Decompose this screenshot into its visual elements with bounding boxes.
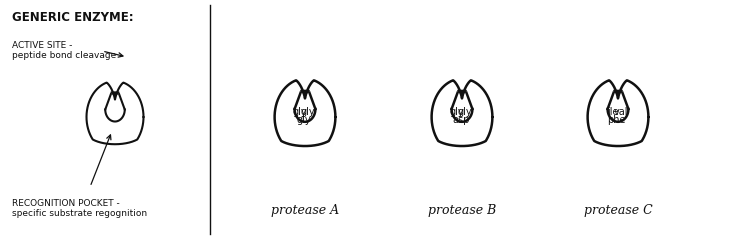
- Text: GENERIC ENZYME:: GENERIC ENZYME:: [12, 11, 133, 24]
- Polygon shape: [614, 90, 622, 95]
- Text: gly: gly: [296, 115, 311, 125]
- Text: asp: asp: [452, 115, 470, 125]
- Text: protease A: protease A: [271, 204, 339, 217]
- Text: protease B: protease B: [428, 204, 496, 217]
- Text: RECOGNITION POCKET -
specific substrate regognition: RECOGNITION POCKET - specific substrate …: [12, 199, 147, 218]
- Text: ile: ile: [607, 107, 618, 116]
- Text: phe: phe: [608, 115, 626, 125]
- Text: gly: gly: [449, 107, 464, 116]
- Text: gly: gly: [300, 107, 315, 116]
- Text: protease C: protease C: [584, 204, 652, 217]
- Text: val: val: [614, 107, 628, 116]
- Polygon shape: [458, 90, 466, 95]
- Polygon shape: [111, 92, 119, 96]
- Text: gly: gly: [292, 107, 307, 116]
- Text: gly: gly: [457, 107, 472, 116]
- Text: ACTIVE SITE -
peptide bond cleavage: ACTIVE SITE - peptide bond cleavage: [12, 41, 116, 60]
- Polygon shape: [301, 90, 310, 95]
